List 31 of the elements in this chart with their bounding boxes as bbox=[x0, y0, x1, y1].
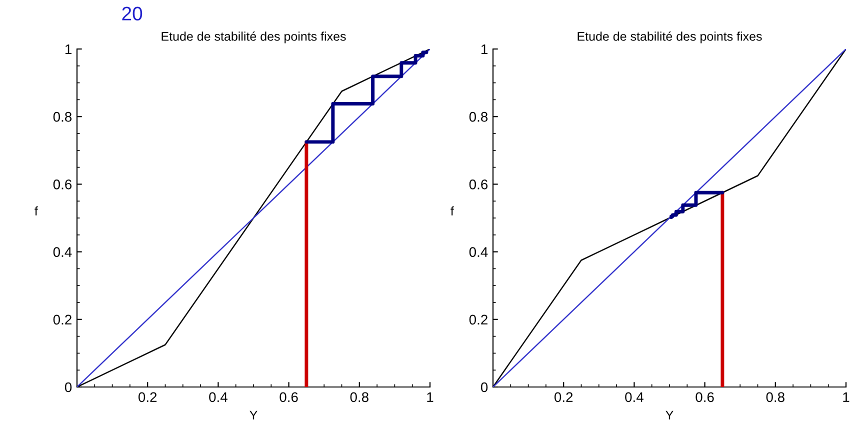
x-tick-label: 0.6 bbox=[280, 392, 298, 402]
x-tick-label: 0.6 bbox=[696, 392, 714, 402]
x-tick-label: 0.8 bbox=[766, 392, 784, 402]
chart-title: Etude de stabilité des points fixes bbox=[162, 31, 346, 44]
y-tick-label: 0 bbox=[64, 382, 72, 392]
y-axis-title: f bbox=[34, 206, 38, 216]
y-tick-label: 0.2 bbox=[53, 314, 72, 325]
x-tick-label: 0.8 bbox=[350, 392, 368, 402]
x-tick-label: 0.2 bbox=[554, 392, 573, 402]
y-tick-label: 1 bbox=[65, 44, 72, 54]
chart-title: Etude de stabilité des points fixes bbox=[578, 31, 762, 44]
line-series bbox=[670, 190, 724, 220]
y-tick-label: 0.2 bbox=[469, 314, 488, 325]
y-tick-label: 0 bbox=[480, 382, 488, 392]
x-tick-label: 0.4 bbox=[625, 392, 644, 402]
text: 20 bbox=[122, 6, 142, 20]
y-tick-label: 1 bbox=[481, 44, 488, 54]
x-axis-title: Y bbox=[666, 410, 674, 420]
y-tick-label: 0.8 bbox=[469, 112, 488, 122]
y-axis-title: f bbox=[450, 206, 454, 216]
x-tick-label: 0.4 bbox=[209, 392, 228, 402]
y-tick-label: 0.8 bbox=[53, 112, 72, 122]
x-axis-title: Y bbox=[250, 410, 258, 420]
y-tick-label: 0.4 bbox=[53, 247, 72, 257]
x-tick-label: 1 bbox=[427, 392, 434, 402]
y-tick-label: 0.6 bbox=[469, 180, 488, 190]
x-tick-label: 0.2 bbox=[138, 392, 157, 402]
line-series bbox=[304, 50, 428, 144]
x-tick-label: 1 bbox=[843, 392, 850, 402]
y-tick-label: 0.4 bbox=[469, 247, 488, 257]
y-tick-label: 0.6 bbox=[53, 180, 72, 190]
